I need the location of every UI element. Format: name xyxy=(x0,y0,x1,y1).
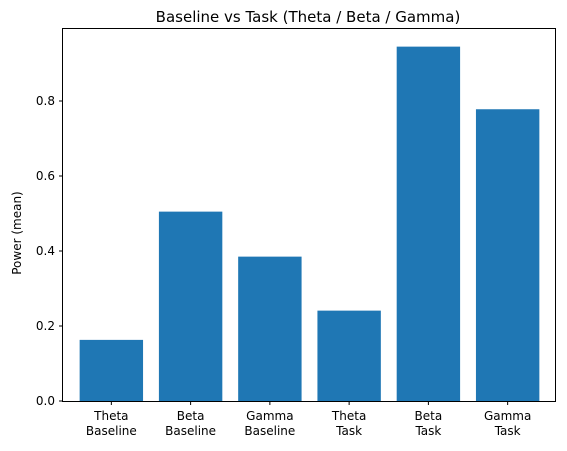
x-tick-label: Theta Task xyxy=(331,409,366,438)
y-tick-label: 0.2 xyxy=(36,319,55,333)
x-tick-label: Gamma Task xyxy=(484,409,531,438)
x-tick-label: Gamma Baseline xyxy=(244,409,295,438)
bar xyxy=(158,211,223,402)
y-tick-label: 0.8 xyxy=(36,94,55,108)
y-axis-label: Power (mean) xyxy=(10,191,24,275)
x-axis-ticks: Theta Baseline Beta Baseline Gamma Baseline Th… xyxy=(86,401,531,438)
bars-group xyxy=(79,46,540,402)
y-tick-label: 0.0 xyxy=(36,394,55,408)
bar xyxy=(79,339,144,402)
y-tick-label: 0.6 xyxy=(36,169,55,183)
bar xyxy=(475,109,540,401)
x-tick-label: Theta Baseline xyxy=(86,409,137,438)
bar xyxy=(317,310,381,402)
y-tick-label: 0.4 xyxy=(36,244,55,258)
bar xyxy=(396,46,461,401)
plot-frame xyxy=(62,28,556,402)
bar xyxy=(238,256,302,402)
y-axis-ticks: 0.0 0.2 0.4 0.6 0.8 xyxy=(36,94,63,408)
x-tick-label: Beta Baseline xyxy=(165,409,216,438)
chart-title: Baseline vs Task (Theta / Beta / Gamma) xyxy=(156,8,461,26)
x-tick-label: Beta Task xyxy=(414,409,442,438)
